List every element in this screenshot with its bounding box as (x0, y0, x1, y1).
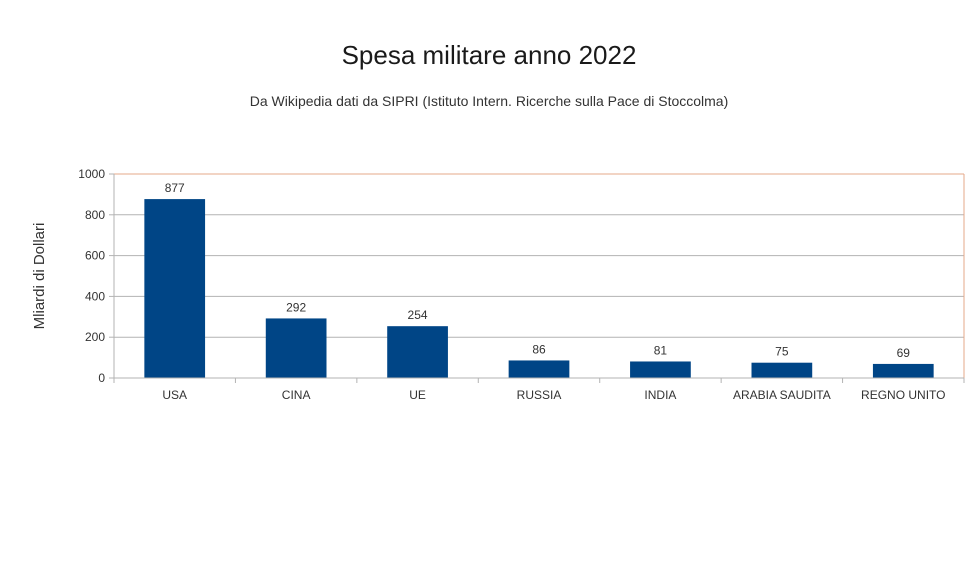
chart-title: Spesa militare anno 2022 (341, 40, 637, 70)
labels: 0 200 400 600 800 1000 877 USA 292 CINA 254 UE 86 RUS… (78, 167, 945, 402)
data-label: 81 (654, 343, 668, 357)
chart-subtitle: Da Wikipedia dati da SIPRI (Istituto Int… (249, 93, 729, 109)
x-tick-label: CINA (282, 388, 311, 402)
bar (387, 326, 448, 378)
y-tick-label: 400 (85, 289, 105, 303)
data-label: 69 (897, 346, 911, 360)
data-label: 292 (286, 300, 306, 314)
data-label: 877 (165, 181, 185, 195)
x-tick-label: INDIA (644, 388, 676, 402)
bar (872, 363, 934, 378)
y-tick-label: 800 (85, 208, 105, 222)
x-tick-label: REGNO UNITO (861, 388, 945, 402)
y-tick-label: 0 (98, 371, 105, 385)
bar (751, 362, 813, 378)
y-tick-label: 1000 (78, 167, 105, 181)
bars (144, 199, 934, 378)
x-tick-label: ARABIA SAUDITA (733, 388, 831, 402)
y-tick-label: 200 (85, 330, 105, 344)
y-tick-label: 600 (85, 249, 105, 263)
bar (144, 199, 206, 378)
axes (109, 173, 965, 383)
data-label: 254 (408, 308, 428, 322)
bar (508, 360, 570, 378)
x-tick-label: USA (162, 388, 187, 402)
x-tick-label: RUSSIA (517, 388, 562, 402)
data-label: 86 (532, 342, 546, 356)
y-axis-title: Mliardi di Dollari (31, 223, 48, 330)
bar (265, 318, 327, 378)
data-label: 75 (775, 345, 789, 359)
x-tick-label: UE (409, 388, 426, 402)
gridlines (114, 214, 964, 338)
bar (630, 361, 691, 378)
